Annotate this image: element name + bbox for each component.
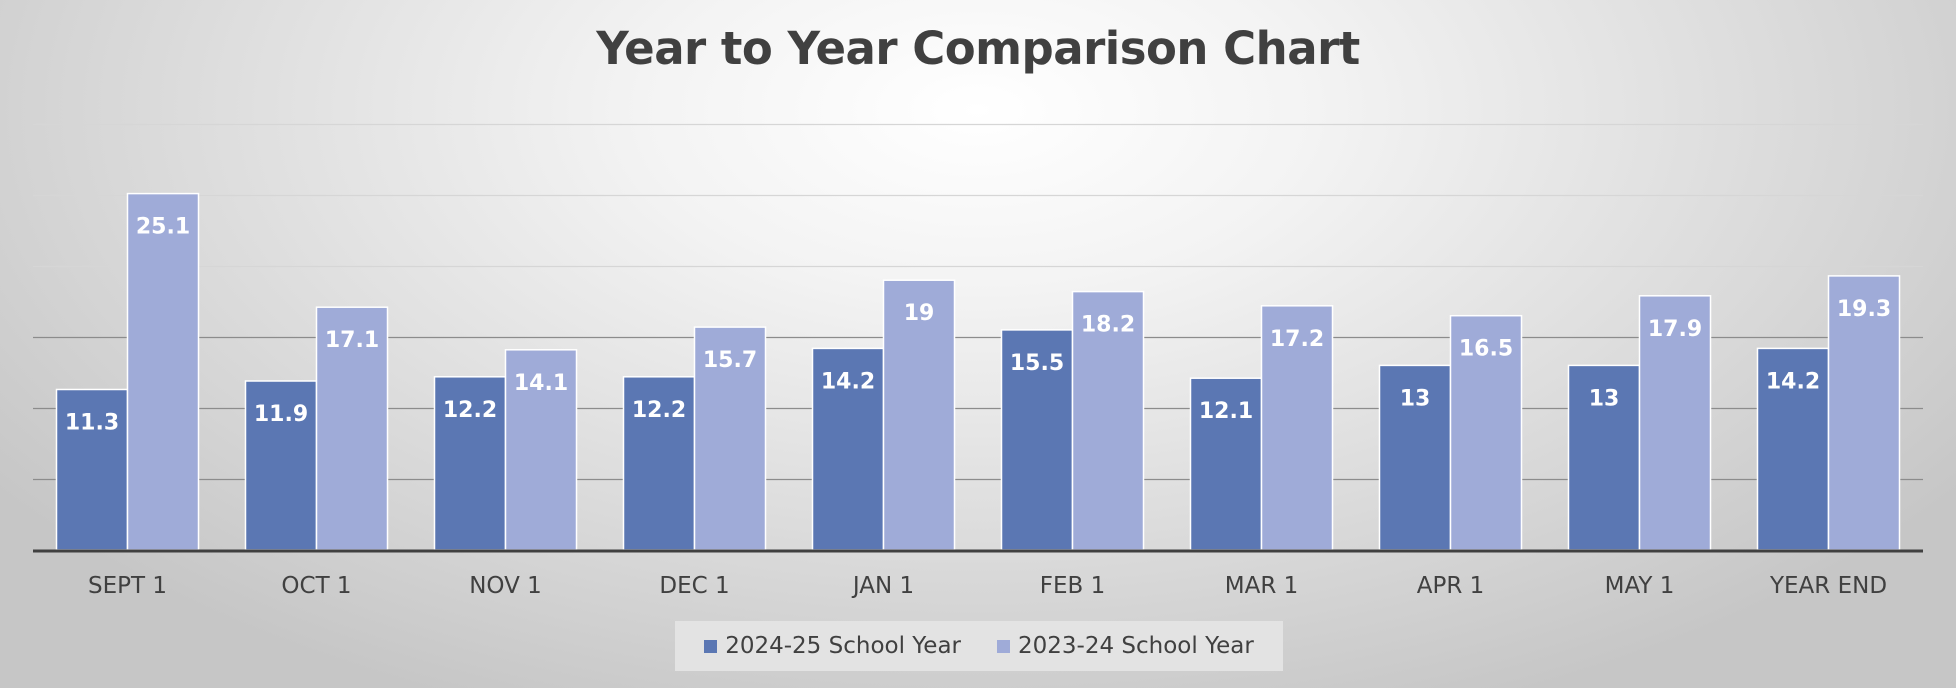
x-tick-label: FEB 1 [1040,573,1106,599]
x-tick-label: MAR 1 [1225,573,1299,599]
data-label: 15.5 [1010,351,1064,376]
legend-entry-series-1: 2024-25 School Year [704,633,961,659]
bar-2-apr-1 [1449,314,1523,551]
bar-1-year-end [1756,347,1830,551]
data-label: 11.9 [254,402,308,427]
x-tick-label: NOV 1 [469,573,542,599]
data-label: 18.2 [1081,313,1135,338]
x-tick-label: YEAR END [1769,573,1887,599]
x-tick-label: APR 1 [1417,573,1485,599]
data-label: 15.7 [703,348,757,373]
legend-label-series-1: 2024-25 School Year [725,633,961,659]
data-label: 13 [1400,386,1431,411]
data-label: 19 [904,301,935,326]
data-label: 14.1 [514,371,568,396]
data-label: 12.2 [632,398,686,423]
data-label: 17.2 [1270,327,1324,352]
x-tick-label: DEC 1 [659,573,729,599]
data-label: 13 [1589,386,1620,411]
bar-2-may-1 [1638,295,1712,551]
x-tick-label: JAN 1 [851,573,914,599]
bar-1-feb-1 [1000,329,1074,551]
chart-title: Year to Year Comparison Chart [596,22,1360,75]
bar-2-dec-1 [693,326,767,551]
bar-2-oct-1 [315,306,389,551]
data-label: 25.1 [136,215,190,240]
data-label: 17.9 [1648,317,1702,342]
data-label: 19.3 [1837,297,1891,322]
x-tick-label: SEPT 1 [88,573,167,599]
legend-label-series-2: 2023-24 School Year [1018,633,1254,659]
bar-1-apr-1 [1378,364,1452,551]
legend-entry-series-2: 2023-24 School Year [997,633,1254,659]
bar-2-feb-1 [1071,290,1145,551]
x-tick-label: OCT 1 [281,573,351,599]
legend-swatch-series-1 [704,639,718,653]
data-label: 12.1 [1199,399,1253,424]
bar-1-mar-1 [1189,377,1263,551]
bar-1-may-1 [1567,364,1641,551]
bar-2-year-end [1827,275,1901,551]
x-tick-label: MAY 1 [1605,573,1675,599]
bar-2-sept-1 [126,192,200,551]
bar-2-jan-1 [882,279,956,551]
bar-2-mar-1 [1260,305,1334,551]
data-label: 17.1 [325,328,379,353]
data-label: 12.2 [443,398,497,423]
data-label: 11.3 [65,411,119,436]
legend-swatch-series-2 [997,639,1010,653]
bar-2-nov-1 [504,349,578,551]
data-label: 14.2 [821,369,875,394]
data-label: 16.5 [1459,337,1513,362]
chart-legend: 2024-25 School Year 2023-24 School Year [675,621,1283,671]
data-label: 14.2 [1766,369,1820,394]
